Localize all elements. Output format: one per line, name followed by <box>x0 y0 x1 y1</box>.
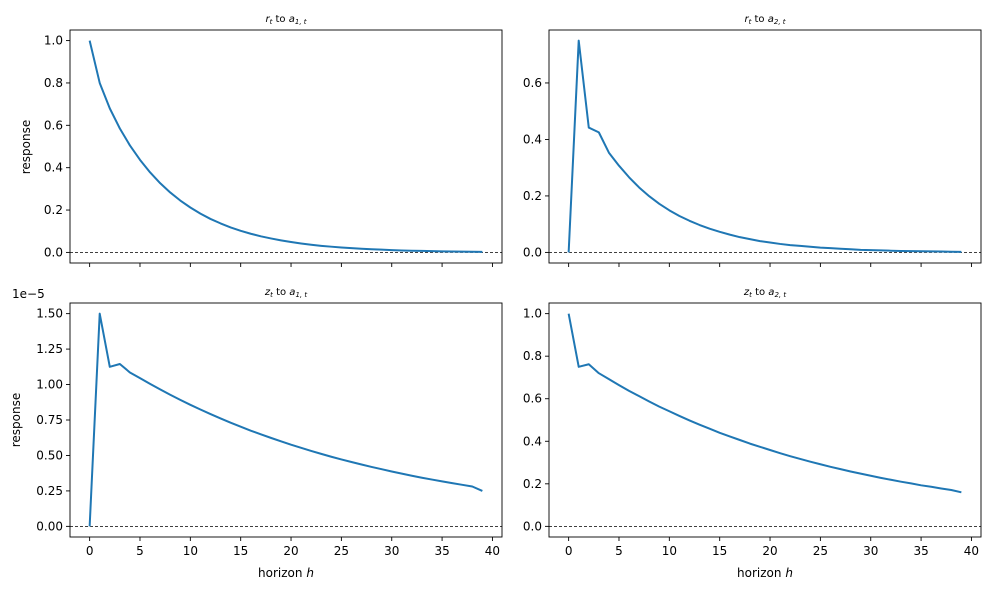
ytick-label-3-0: 0.00 <box>36 519 63 533</box>
ylabel-3: response <box>9 393 23 448</box>
xtick-label-4-1: 5 <box>615 544 623 558</box>
chart-marks: 0.00.20.40.60.81.00.00.20.40.60.000.250.… <box>36 34 981 558</box>
ytick-label-1-3: 0.6 <box>44 118 63 132</box>
panel-3-marks: 0.00 0.25 0.50 0.75 1.00 1.25 1.50 0 5 10 15 20 25 30… <box>36 307 502 558</box>
panel-title-1: rt to a1, t <box>265 14 306 26</box>
ytick-label-2-2: 0.4 <box>523 132 542 146</box>
xtick-label-3-8: 40 <box>485 544 500 558</box>
ytick-label-3-1: 0.25 <box>36 484 63 498</box>
ytick-label-2-0: 0.0 <box>523 245 542 259</box>
ytick-label-1-4: 0.8 <box>44 76 63 90</box>
axes-frame-4 <box>548 302 982 538</box>
xlabel-3: horizon h <box>258 566 314 580</box>
axes-frame-3 <box>69 302 503 538</box>
series-line-2 <box>567 39 962 253</box>
xtick-label-3-3: 15 <box>233 544 248 558</box>
ytick-label-1-0: 0.0 <box>44 245 63 259</box>
xtick-label-3-6: 30 <box>384 544 399 558</box>
ylabel-1: response <box>19 120 33 175</box>
ytick-label-4-2: 0.4 <box>523 434 542 448</box>
xtick-label-3-4: 20 <box>283 544 298 558</box>
xtick-label-3-5: 25 <box>334 544 349 558</box>
xtick-label-4-2: 10 <box>662 544 677 558</box>
xtick-label-3-7: 35 <box>434 544 449 558</box>
y-offset-text-3: 1e−5 <box>12 287 45 301</box>
xtick-label-4-0: 0 <box>565 544 573 558</box>
panel-4: zt to a2, t horizon h <box>548 287 982 580</box>
panel-1: rt to a1, t response <box>19 14 503 264</box>
xtick-label-4-7: 35 <box>913 544 928 558</box>
ytick-label-4-4: 0.8 <box>523 349 542 363</box>
ytick-label-2-1: 0.2 <box>523 189 542 203</box>
xtick-label-3-1: 5 <box>136 544 144 558</box>
xtick-label-3-0: 0 <box>86 544 94 558</box>
ytick-label-3-2: 0.50 <box>36 448 63 462</box>
ytick-label-3-6: 1.50 <box>36 307 63 321</box>
series-line-4 <box>567 313 962 494</box>
xtick-label-4-8: 40 <box>964 544 979 558</box>
ytick-label-3-3: 0.75 <box>36 413 63 427</box>
axes-frame-1 <box>69 29 503 264</box>
panel-2: rt to a2, t <box>548 14 982 264</box>
panel-4-marks: 0.0 0.2 0.4 0.6 0.8 1.0 0 5 10 15 20 25 30 35 40 <box>523 307 981 558</box>
xtick-label-3-2: 10 <box>183 544 198 558</box>
panel-3: zt to a1, t 1e−5 response horizon h <box>9 287 503 580</box>
panel-2-marks: 0.0 0.2 0.4 0.6 <box>523 39 981 267</box>
ytick-label-4-1: 0.2 <box>523 477 542 491</box>
panel-title-2: rt to a2, t <box>744 14 785 26</box>
ytick-label-1-1: 0.2 <box>44 203 63 217</box>
ytick-label-3-5: 1.25 <box>36 342 63 356</box>
axes-frame-2 <box>548 29 982 264</box>
series-line-1 <box>88 40 483 253</box>
xtick-label-4-4: 20 <box>762 544 777 558</box>
series-line-3 <box>88 312 483 527</box>
panel-title-3: zt to a1, t <box>264 287 307 299</box>
xtick-label-4-6: 30 <box>863 544 878 558</box>
panel-title-4: zt to a2, t <box>743 287 786 299</box>
xtick-label-4-5: 25 <box>813 544 828 558</box>
ytick-label-3-4: 1.00 <box>36 378 63 392</box>
xtick-label-4-3: 15 <box>712 544 727 558</box>
ytick-label-2-3: 0.6 <box>523 76 542 90</box>
ytick-label-1-5: 1.0 <box>44 34 63 48</box>
ytick-label-1-2: 0.4 <box>44 161 63 175</box>
panel-1-marks: 0.0 0.2 0.4 0.6 0.8 1.0 <box>44 34 502 267</box>
ytick-label-4-5: 1.0 <box>523 307 542 321</box>
ytick-label-4-3: 0.6 <box>523 392 542 406</box>
ytick-label-4-0: 0.0 <box>523 519 542 533</box>
xlabel-4: horizon h <box>737 566 793 580</box>
